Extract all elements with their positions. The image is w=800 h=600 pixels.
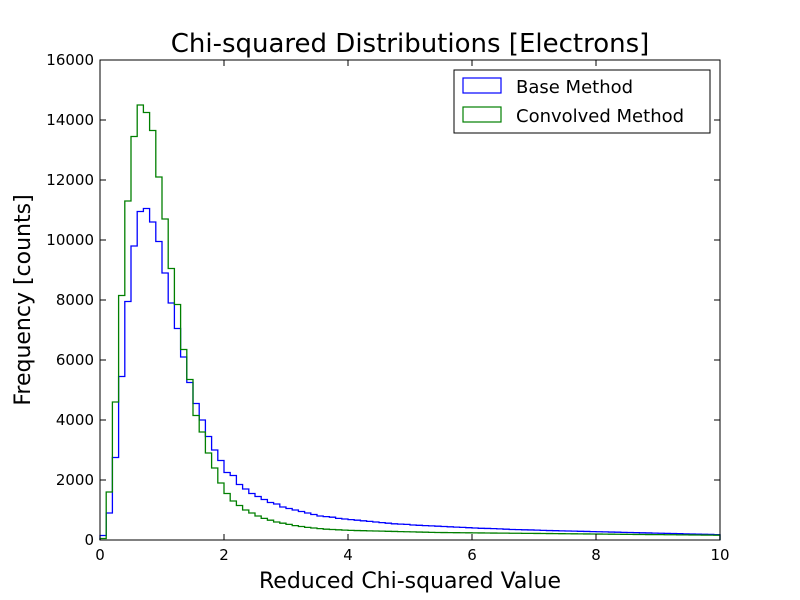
legend-swatch-convolved-method — [462, 106, 502, 123]
y-tick-label: 2000 — [56, 471, 94, 489]
y-tick-label: 12000 — [46, 171, 94, 189]
legend-label-base-method: Base Method — [516, 77, 633, 98]
y-tick-label: 0 — [84, 531, 94, 549]
chart-title: Chi-squared Distributions [Electrons] — [171, 29, 650, 59]
x-tick-label: 10 — [710, 546, 729, 564]
y-tick-label: 10000 — [46, 231, 94, 249]
x-tick-label: 8 — [591, 546, 601, 564]
histogram-series-base-method — [99, 207, 721, 540]
x-tick-label: 6 — [467, 546, 477, 564]
legend-swatch-base-method — [462, 77, 502, 94]
y-tick-label: 16000 — [46, 51, 94, 69]
y-tick-label: 14000 — [46, 111, 94, 129]
legend-label-convolved-method: Convolved Method — [516, 106, 684, 127]
y-axis-label: Frequency [counts] — [11, 194, 36, 405]
x-axis-label: Reduced Chi-squared Value — [259, 569, 561, 594]
y-tick-label: 6000 — [56, 351, 94, 369]
y-tick-label: 8000 — [56, 291, 94, 309]
legend: Base Method Convolved Method — [453, 69, 711, 134]
histogram-series-layer — [99, 104, 721, 540]
histogram-series-convolved-method — [99, 104, 721, 540]
x-tick-label: 4 — [343, 546, 353, 564]
x-tick-label: 0 — [95, 546, 105, 564]
axis-ticks-layer: 0 2 4 6 8 10 0 2000 4000 6000 8000 10000 12000 14000 1… — [46, 51, 729, 564]
y-tick-label: 4000 — [56, 411, 94, 429]
x-tick-label: 2 — [219, 546, 229, 564]
